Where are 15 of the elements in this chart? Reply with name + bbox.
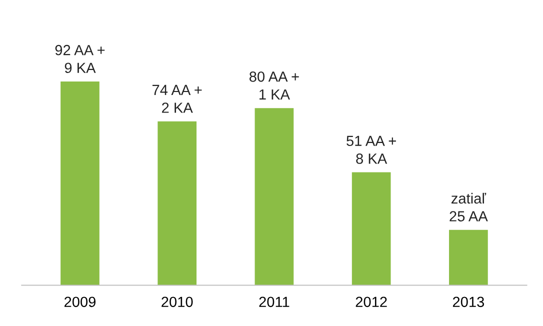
bar: [449, 230, 488, 286]
x-tick-label: 2011: [259, 296, 290, 308]
x-tick-label: 2010: [162, 296, 193, 308]
bar: [60, 82, 100, 286]
bar: [352, 172, 391, 286]
bar: [254, 108, 294, 286]
x-tick-label: 2009: [64, 296, 96, 308]
data-label: 92 AA + 9 KA: [55, 44, 105, 74]
data-label: zatiaľ 25 AA: [450, 192, 488, 222]
x-tick-label: 2012: [356, 296, 387, 308]
data-label: 80 AA + 1 KA: [250, 71, 299, 100]
x-tick-label: 2013: [452, 296, 484, 308]
data-label: 51 AA + 8 KA: [346, 136, 396, 164]
data-label: 74 AA + 2 KA: [152, 84, 202, 113]
bar: [158, 121, 197, 286]
